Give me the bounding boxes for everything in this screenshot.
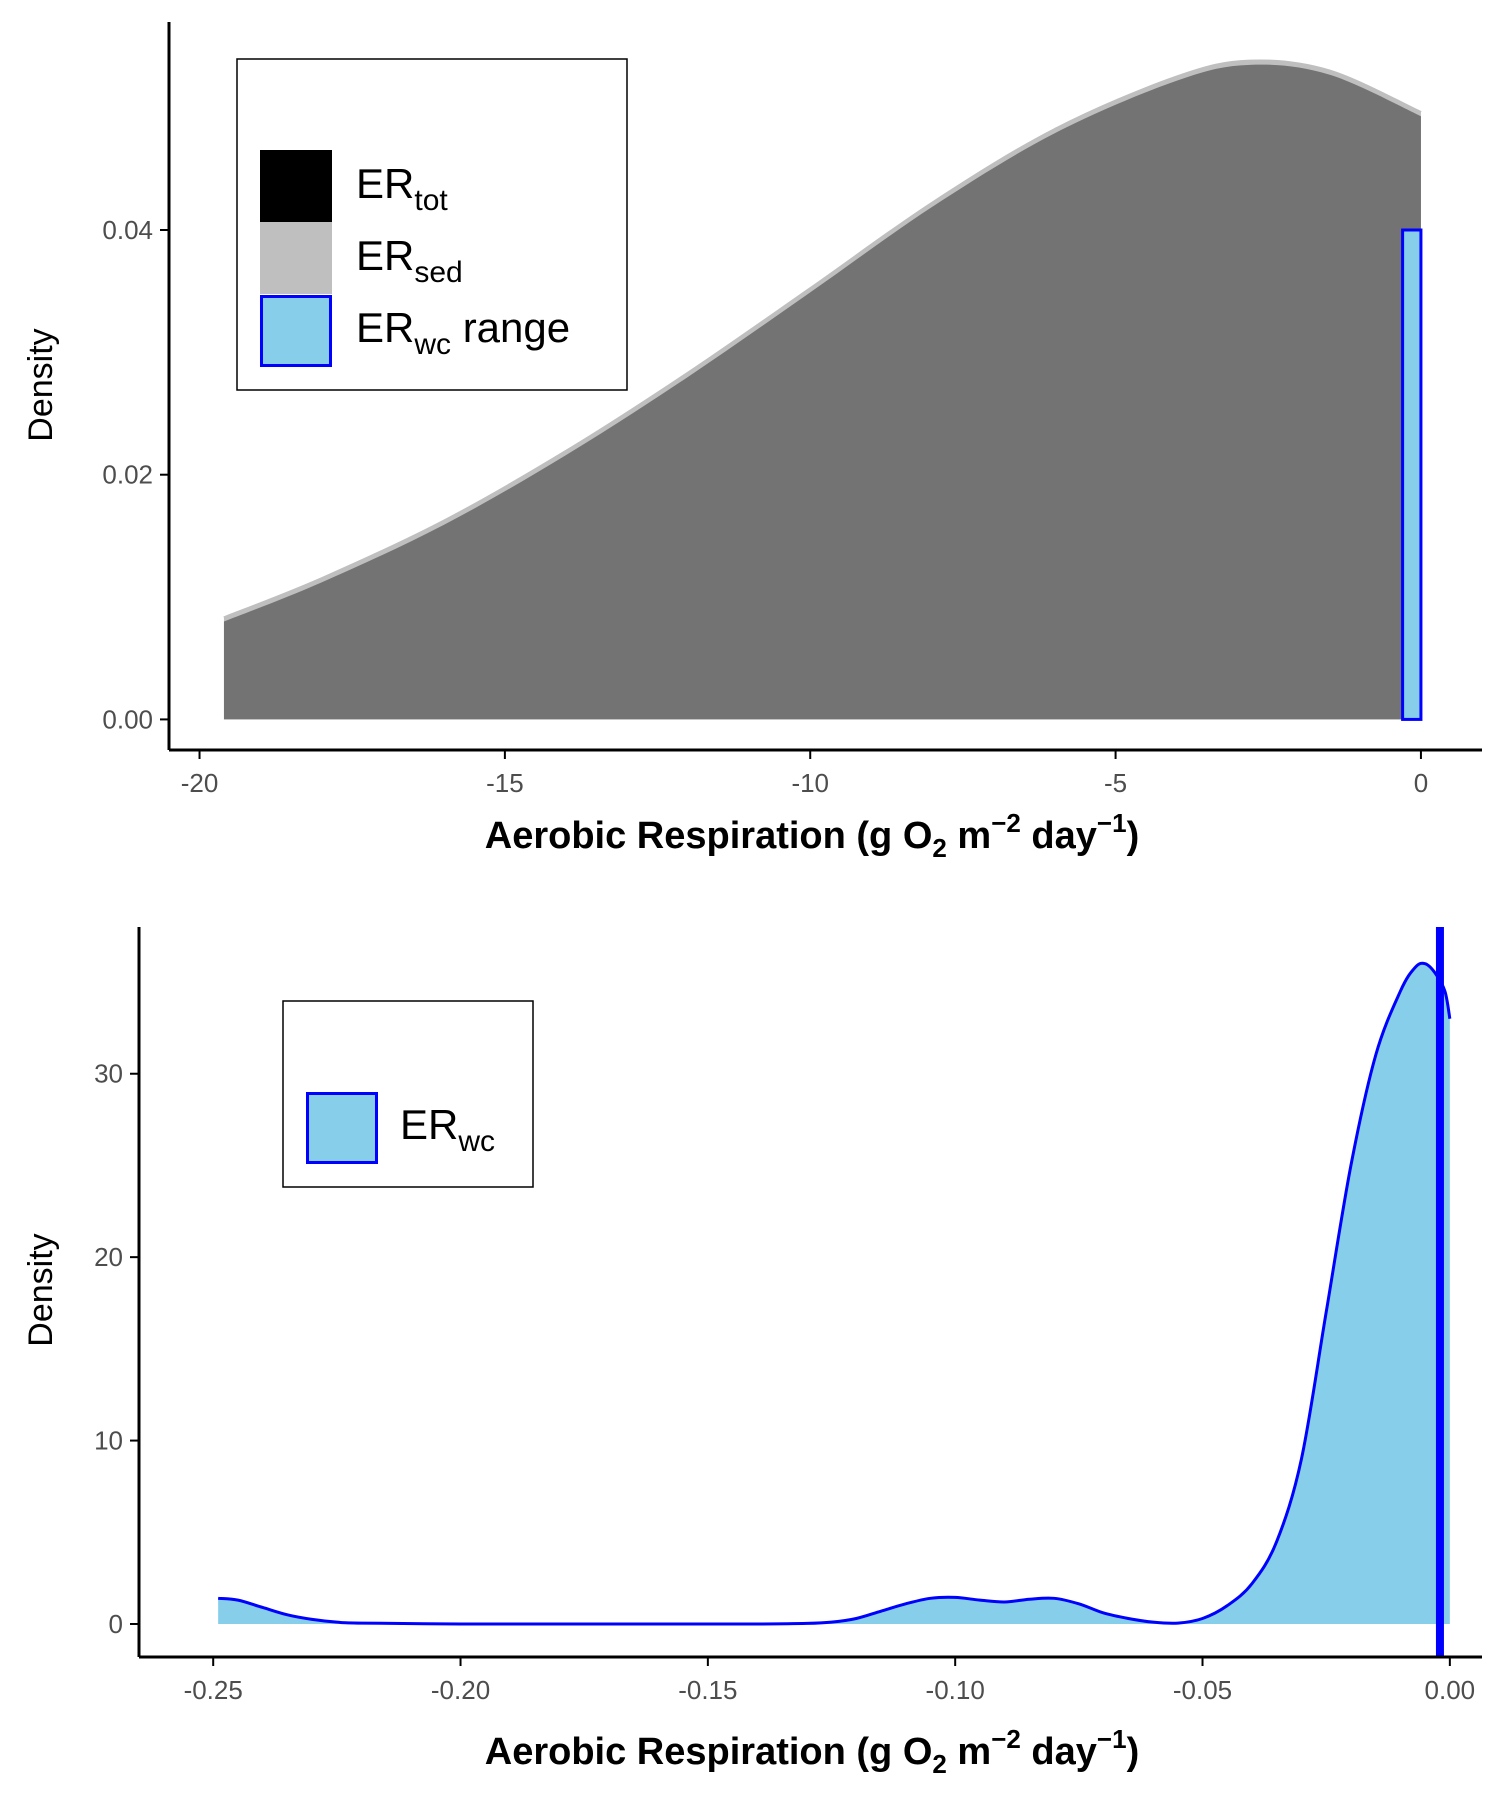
legend-label-er-sed: ERsed	[356, 232, 463, 289]
er-tot-line	[223, 59, 1422, 620]
chart-2-y-tick-label: 30	[94, 1059, 123, 1089]
chart-2-axes: -0.25 -0.20 -0.15 -0.10 -0.05 0.00 0 10 20 30	[94, 927, 1482, 1705]
chart-2-x-tick-label: -0.05	[1173, 1675, 1232, 1705]
chart-1-x-tick-label: -15	[486, 768, 524, 798]
er-sed-area	[223, 64, 1421, 720]
chart-1-x-tick-label: -10	[791, 768, 829, 798]
chart-1-axes: -20 -15 -10 -5 0 0.00 0.02 0.04	[102, 22, 1482, 798]
chart-1: -20 -15 -10 -5 0 0.00 0.02 0.04 Density Aerobic…	[22, 22, 1482, 863]
chart-2-x-tick-label: -0.15	[678, 1675, 737, 1705]
legend-swatch-er-wc-range	[260, 295, 332, 367]
legend-swatch-er-wc	[306, 1092, 378, 1164]
chart-1-x-tick-label: 0	[1414, 768, 1428, 798]
chart-2-x-tick-label: -0.20	[431, 1675, 490, 1705]
chart-1-y-tick-label: 0.00	[102, 704, 153, 734]
chart-2-x-axis-title: Aerobic Respiration (g O2 m−2 day−1)	[485, 1724, 1139, 1779]
chart-2-y-axis-title: Density	[22, 1233, 60, 1346]
chart-1-legend: ERtot ERsed ERwc range	[236, 58, 628, 391]
chart-2-y-tick-label: 20	[94, 1242, 123, 1272]
chart-2: -0.25 -0.20 -0.15 -0.10 -0.05 0.00 0 10 20 30 Den…	[22, 927, 1482, 1779]
chart-1-y-axis-title: Density	[22, 328, 60, 441]
chart-2-x-tick-label: 0.00	[1425, 1675, 1476, 1705]
chart-1-x-axis-title: Aerobic Respiration (g O2 m−2 day−1)	[485, 808, 1139, 863]
chart-2-x-tick-label: -0.25	[184, 1675, 243, 1705]
chart-1-plot-area	[223, 59, 1423, 721]
legend-label-er-tot: ERtot	[356, 160, 448, 217]
er-wc-density-area	[218, 963, 1450, 1625]
legend-swatch-er-sed	[260, 222, 332, 294]
chart-1-x-tick-label: -5	[1104, 768, 1127, 798]
er-wc-density-line	[218, 961, 1452, 1626]
legend-label-er-wc: ERwc	[400, 1101, 495, 1158]
er-wc-range-bar	[1401, 228, 1423, 721]
chart-1-x-tick-label: -20	[181, 768, 219, 798]
chart-2-y-tick-label: 0	[109, 1609, 123, 1639]
chart-2-legend: ERwc	[282, 1000, 534, 1188]
legend-swatch-er-tot	[260, 150, 332, 222]
chart-1-y-tick-label: 0.04	[102, 215, 153, 245]
legend-label-er-wc-range: ERwc range	[356, 304, 570, 361]
chart-2-y-tick-label: 10	[94, 1426, 123, 1456]
chart-2-plot-area	[218, 927, 1452, 1657]
chart-2-x-tick-label: -0.10	[926, 1675, 985, 1705]
chart-1-y-tick-label: 0.02	[102, 460, 153, 490]
